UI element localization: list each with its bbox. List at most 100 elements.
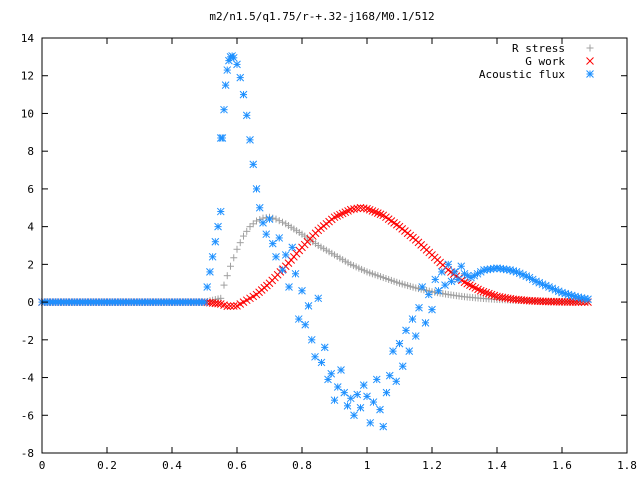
data-point (214, 222, 222, 231)
data-point (288, 243, 297, 252)
x-tick-label: 0.8 (292, 459, 312, 472)
legend-marker (586, 44, 594, 52)
legend-marker (586, 70, 594, 78)
data-point (227, 262, 234, 270)
data-point (279, 218, 286, 226)
data-point (327, 369, 336, 378)
x-tick-label: 1.8 (617, 459, 637, 472)
data-point (285, 283, 293, 291)
data-point (314, 294, 323, 303)
data-point (211, 237, 220, 246)
data-point (398, 362, 407, 371)
data-point (457, 262, 466, 271)
x-tick-label: 0 (39, 459, 46, 472)
data-point (220, 281, 228, 289)
data-point (584, 295, 592, 304)
data-point (454, 275, 462, 284)
data-point (356, 403, 365, 412)
data-point (359, 204, 368, 213)
data-point (255, 203, 264, 212)
data-point (275, 217, 283, 225)
data-point (428, 305, 436, 314)
data-point (485, 289, 493, 298)
data-point (363, 392, 371, 401)
x-tick-label: 0.2 (97, 459, 117, 472)
axis-layer: 0 0.2 0.4 0.6 0.8 1 1.2 1.4 1.6 1.8 -8 -6 -4 -2 0 2 4 6 8 1… (21, 32, 637, 472)
data-point (346, 205, 355, 214)
data-point (408, 315, 417, 323)
data-point (350, 205, 358, 213)
legend-label: G work (525, 55, 565, 68)
data-point (385, 371, 394, 380)
data-point (376, 210, 385, 219)
data-point (281, 251, 290, 259)
data-point (479, 287, 488, 296)
data-point (233, 60, 241, 69)
series-2 (38, 52, 592, 431)
x-tick-label: 0.6 (227, 459, 247, 472)
data-point (365, 205, 374, 214)
data-point (402, 326, 410, 335)
y-tick-label: 4 (27, 221, 34, 234)
data-point (411, 332, 420, 340)
data-point (223, 66, 232, 74)
data-point (376, 405, 384, 414)
data-point (242, 111, 251, 120)
data-point (229, 302, 238, 310)
data-point (259, 219, 267, 227)
data-point (223, 302, 232, 311)
y-tick-label: -6 (21, 409, 34, 422)
series-layer (38, 52, 592, 431)
y-tick-label: -8 (21, 447, 34, 460)
data-point (405, 347, 414, 355)
data-point (252, 185, 261, 193)
x-tick-label: 0.4 (162, 459, 182, 472)
data-point (421, 318, 430, 327)
legend-label: Acoustic flux (479, 68, 565, 81)
data-point (317, 358, 326, 367)
data-point (392, 377, 401, 386)
data-point (226, 302, 235, 310)
data-point (333, 383, 342, 391)
data-point (221, 81, 230, 90)
data-point (330, 396, 339, 405)
data-point (371, 208, 379, 216)
data-point (366, 418, 375, 427)
data-point (353, 204, 362, 213)
data-point (447, 277, 456, 286)
x-tick-label: 1.2 (422, 459, 442, 472)
data-point (353, 390, 362, 399)
data-point (298, 286, 306, 295)
data-point (350, 411, 358, 420)
data-point (307, 335, 316, 344)
data-point (301, 320, 310, 329)
x-tick-label: 1 (364, 459, 371, 472)
data-point (311, 352, 319, 361)
y-tick-label: -2 (21, 334, 34, 347)
y-tick-label: -4 (21, 372, 35, 385)
data-point (246, 136, 254, 144)
data-point (359, 381, 368, 389)
data-point (208, 252, 217, 261)
data-point (203, 283, 212, 291)
data-point (343, 401, 352, 410)
data-point (434, 286, 443, 295)
data-point (337, 366, 345, 374)
data-point (450, 268, 459, 276)
data-point (214, 299, 222, 308)
data-point (230, 254, 238, 262)
data-point (444, 260, 453, 269)
chart-title: m2/n1.5/q1.75/r-+.32-j168/M0.1/512 (209, 10, 434, 23)
data-point (220, 105, 228, 114)
data-point (363, 204, 371, 213)
plot-frame (41, 37, 628, 454)
data-point (320, 343, 329, 352)
legend-marker (586, 57, 594, 65)
data-point (243, 227, 251, 235)
x-tick-label: 1.4 (487, 459, 507, 472)
data-point (415, 303, 423, 312)
data-point (200, 298, 209, 306)
data-point (216, 207, 225, 216)
